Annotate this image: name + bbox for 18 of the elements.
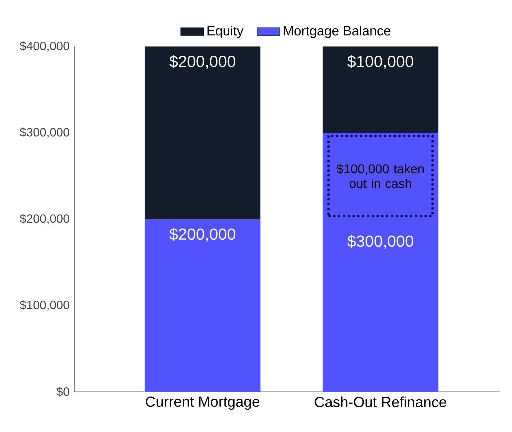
- x-tick-label: Cash-Out Refinance: [315, 396, 447, 408]
- data-label: $100,000: [348, 55, 414, 70]
- annotation: $100,000 taken out in cash: [336, 164, 424, 188]
- bar: [144, 46, 261, 220]
- data-label: $200,000: [170, 228, 236, 242]
- legend-label: Mortgage Balance: [284, 26, 391, 38]
- bar: [322, 132, 439, 392]
- data-label: $300,000: [348, 235, 414, 249]
- bar: [144, 219, 261, 392]
- bar: [322, 46, 439, 133]
- x-tick-label: Current Mortgage: [146, 396, 260, 410]
- y-tick-label: $100,000: [20, 300, 70, 311]
- y-tick-label: $200,000: [20, 214, 70, 225]
- y-tick-label: $0: [56, 387, 70, 397]
- y-tick-label: $300,000: [20, 128, 70, 138]
- legend-label: Equity: [208, 26, 244, 38]
- data-label: $200,000: [170, 55, 236, 70]
- y-tick-label: $400,000: [20, 41, 70, 52]
